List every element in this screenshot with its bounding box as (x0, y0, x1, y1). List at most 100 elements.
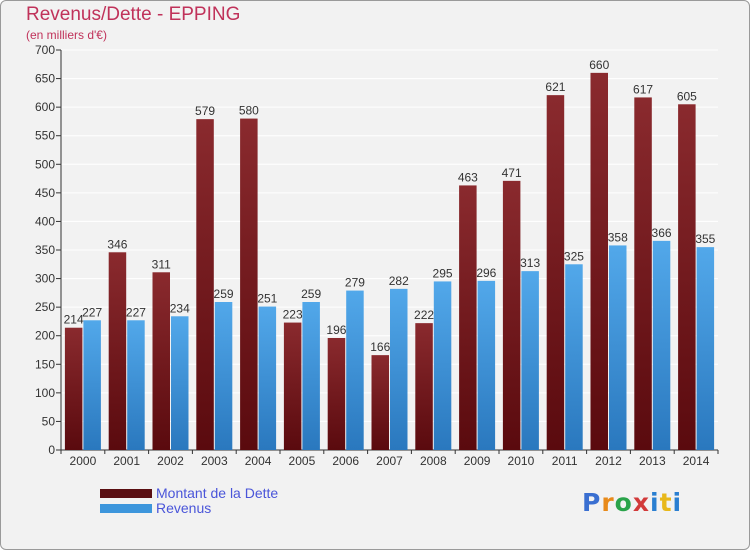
bar-debt (64, 327, 83, 450)
y-tick-label: 400 (35, 214, 55, 228)
data-label: 222 (414, 308, 434, 322)
data-label: 325 (564, 249, 584, 263)
x-tick-label: 2000 (70, 454, 97, 468)
data-label: 471 (502, 166, 522, 180)
chart-subtitle: (en milliers d'€) (26, 28, 107, 42)
bar-revenue (477, 280, 496, 450)
data-label: 282 (389, 274, 409, 288)
data-label: 311 (152, 257, 171, 271)
data-label: 313 (520, 256, 540, 270)
y-tick-label: 0 (48, 443, 55, 457)
bar-revenue (696, 247, 715, 450)
bar-revenue (302, 302, 320, 450)
bar-revenue (609, 245, 627, 450)
data-label: 463 (458, 170, 478, 184)
y-tick-label: 300 (35, 272, 55, 286)
x-tick-label: 2010 (508, 454, 535, 468)
bar-debt (678, 104, 696, 451)
bar-debt (108, 252, 127, 450)
x-tick-label: 2008 (420, 454, 447, 468)
y-tick-label: 550 (35, 129, 55, 143)
bar-revenue (433, 281, 452, 450)
data-label: 579 (195, 104, 215, 118)
legend-item-revenue: Revenus (100, 501, 278, 516)
data-label: 214 (64, 313, 84, 327)
bar-revenue (565, 264, 583, 450)
bar-debt (459, 185, 477, 450)
bar-debt (502, 180, 521, 450)
x-tick-label: 2014 (683, 454, 710, 468)
y-tick-label: 150 (35, 357, 55, 371)
bar-debt (546, 95, 565, 451)
x-tick-label: 2004 (245, 454, 272, 468)
bar-debt (240, 118, 258, 451)
x-tick-label: 2003 (201, 454, 228, 468)
bar-revenue (171, 316, 189, 450)
legend: Montant de la Dette Revenus (100, 486, 278, 516)
x-tick-label: 2007 (376, 454, 403, 468)
legend-label-revenue: Revenus (156, 500, 212, 516)
bar-debt (327, 338, 346, 450)
y-tick-label: 700 (35, 43, 55, 57)
x-tick-label: 2011 (552, 454, 578, 468)
chart-title: Revenus/Dette - EPPING (26, 4, 241, 25)
y-tick-label: 650 (35, 72, 55, 86)
data-label: 580 (239, 104, 259, 118)
bar-revenue (258, 306, 277, 450)
x-tick-label: 2012 (595, 454, 622, 468)
data-label: 251 (257, 292, 277, 306)
x-tick-label: 2001 (113, 454, 140, 468)
data-label: 227 (126, 305, 146, 319)
y-tick-label: 500 (35, 157, 55, 171)
bar-revenue (346, 290, 364, 450)
x-tick-label: 2002 (157, 454, 184, 468)
bar-debt (371, 355, 389, 450)
data-label: 234 (170, 301, 190, 315)
proxiti-logo: Proxiti (582, 488, 683, 517)
data-label: 296 (476, 266, 496, 280)
bar-revenue (214, 302, 233, 450)
bar-debt (634, 97, 652, 450)
bar-debt (152, 272, 170, 450)
legend-label-debt: Montant de la Dette (156, 485, 279, 501)
y-tick-label: 350 (35, 243, 55, 257)
legend-swatch-debt (100, 489, 152, 498)
bar-debt (196, 119, 214, 451)
data-label: 617 (633, 82, 653, 96)
bar-revenue (390, 288, 408, 450)
bar-revenue (127, 320, 145, 450)
data-label: 358 (608, 230, 628, 244)
data-label: 660 (589, 58, 609, 72)
data-label: 605 (677, 89, 697, 103)
bar-debt (590, 72, 608, 450)
y-tick-label: 600 (35, 100, 55, 114)
x-tick-label: 2006 (332, 454, 359, 468)
data-label: 196 (326, 323, 346, 337)
legend-item-debt: Montant de la Dette (100, 486, 278, 501)
data-label: 259 (214, 287, 234, 301)
bar-debt (283, 322, 302, 450)
y-tick-label: 250 (35, 300, 55, 314)
y-tick-label: 50 (42, 414, 56, 428)
bar-revenue (521, 271, 539, 450)
data-label: 227 (82, 305, 102, 319)
data-label: 355 (695, 232, 715, 246)
data-label: 279 (345, 276, 365, 290)
data-label: 295 (433, 266, 453, 280)
bar-debt (415, 323, 433, 450)
x-tick-label: 2005 (289, 454, 316, 468)
x-tick-label: 2009 (464, 454, 491, 468)
data-label: 223 (283, 308, 303, 322)
data-label: 346 (107, 237, 127, 251)
bar-revenue (83, 320, 101, 450)
bar-revenue (652, 240, 671, 450)
y-tick-label: 450 (35, 186, 55, 200)
legend-swatch-revenue (100, 504, 152, 513)
data-label: 259 (301, 287, 321, 301)
y-tick-label: 200 (35, 329, 55, 343)
x-tick-label: 2013 (639, 454, 666, 468)
data-label: 166 (370, 340, 390, 354)
y-tick-label: 100 (35, 386, 55, 400)
data-label: 366 (652, 226, 672, 240)
